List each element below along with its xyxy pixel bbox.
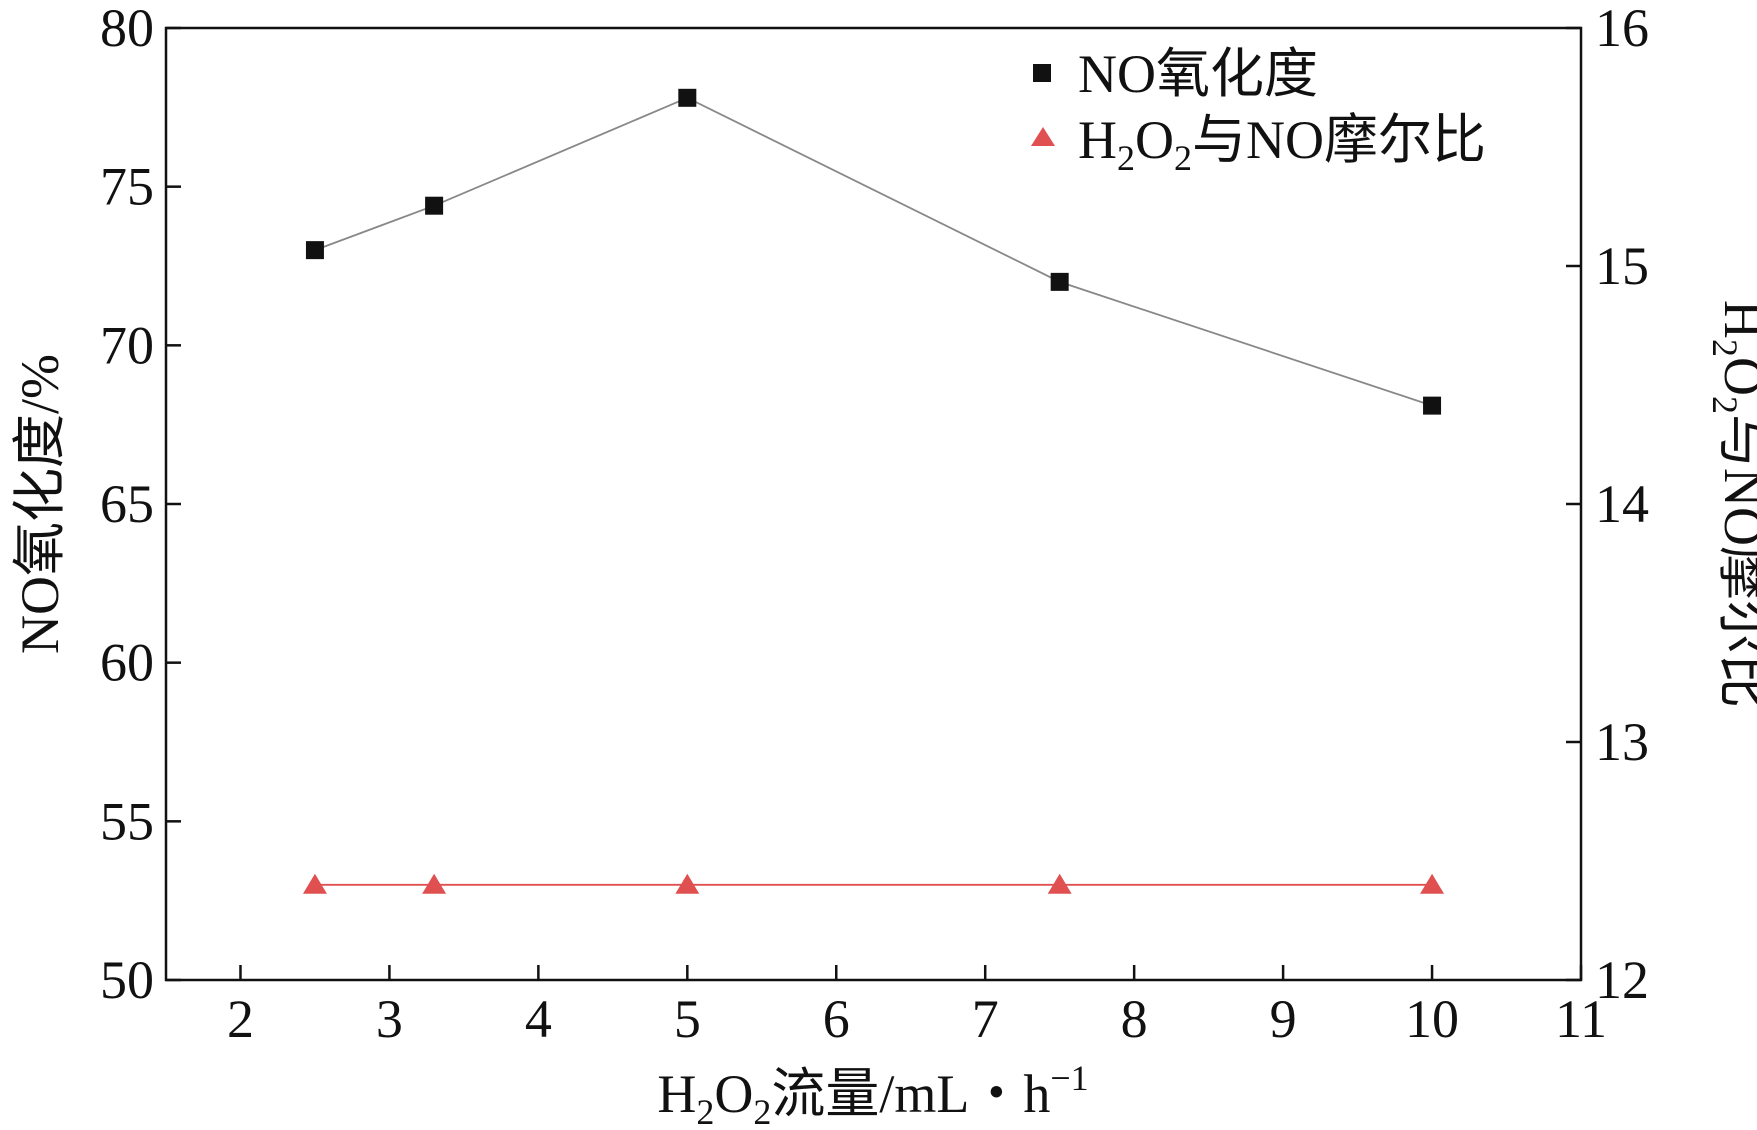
- x-tick-label: 9: [1270, 989, 1297, 1049]
- legend-marker-square: [1033, 64, 1051, 82]
- x-tick-label: 10: [1405, 989, 1459, 1049]
- x-tick-label: 2: [227, 989, 254, 1049]
- data-point-triangle: [1047, 873, 1072, 894]
- data-point-triangle: [422, 873, 447, 894]
- legend-label-no-oxidation: NO氧化度: [1078, 44, 1318, 104]
- legend-label-molar-ratio: H2O2与NO摩尔比: [1078, 110, 1486, 178]
- x-tick-label: 3: [376, 989, 403, 1049]
- data-point-square: [425, 196, 444, 215]
- right-y-axis-ticks: 12 13 14 15 16: [1566, 0, 1649, 1010]
- left-y-axis-title: NO氧化度/%: [10, 354, 70, 654]
- right-y-axis-title: H2O2与NO摩尔比: [1705, 300, 1757, 708]
- data-point-triangle: [302, 873, 327, 894]
- plot-frame: [164, 26, 1583, 982]
- left-y-tick-label: 60: [100, 633, 154, 693]
- left-y-tick-label: 70: [100, 315, 154, 375]
- x-axis-ticks: 2 3 4 5 6 7 8 9 10 11: [227, 965, 1607, 1049]
- left-y-tick-label: 75: [100, 157, 154, 217]
- legend: NO氧化度 H2O2与NO摩尔比: [1031, 44, 1486, 178]
- right-y-tick-label: 13: [1595, 712, 1649, 772]
- data-point-square: [1423, 396, 1442, 415]
- right-y-tick-label: 14: [1595, 474, 1649, 534]
- left-y-tick-label: 65: [100, 474, 154, 534]
- right-y-tick-label: 15: [1595, 236, 1649, 296]
- x-tick-label: 8: [1121, 989, 1148, 1049]
- x-tick-label: 6: [823, 989, 850, 1049]
- data-point-square: [305, 241, 324, 260]
- series-layer: [302, 88, 1445, 894]
- left-y-tick-label: 80: [100, 0, 154, 58]
- data-point-triangle: [1420, 873, 1445, 894]
- series-0: [305, 88, 1442, 415]
- left-y-axis-ticks: 50 55 60 65 70 75 80: [100, 0, 181, 1010]
- x-tick-label: 4: [525, 989, 552, 1049]
- left-y-tick-label: 55: [100, 791, 154, 851]
- left-y-tick-label: 50: [100, 950, 154, 1010]
- data-point-square: [1050, 272, 1069, 291]
- x-tick-label: 11: [1555, 989, 1607, 1049]
- right-y-tick-label: 16: [1595, 0, 1649, 58]
- data-point-triangle: [675, 873, 700, 894]
- right-y-tick-label: 12: [1595, 950, 1649, 1010]
- series-1: [302, 873, 1445, 894]
- x-tick-label: 5: [674, 989, 701, 1049]
- legend-marker-triangle: [1031, 127, 1055, 146]
- data-point-square: [678, 88, 697, 107]
- x-axis-title: H2O2流量/mL・h−1: [657, 1058, 1088, 1130]
- x-tick-label: 7: [972, 989, 999, 1049]
